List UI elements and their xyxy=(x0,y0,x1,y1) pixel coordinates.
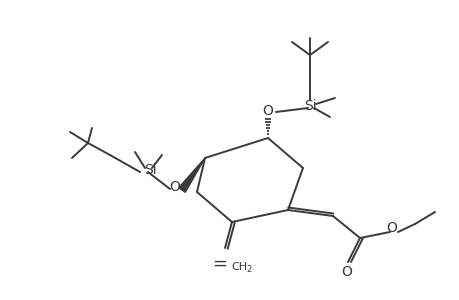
Text: =: = xyxy=(212,255,227,273)
Text: CH: CH xyxy=(230,262,246,272)
Text: O: O xyxy=(169,180,180,194)
Text: O: O xyxy=(341,265,352,279)
Text: Si: Si xyxy=(303,99,316,113)
Text: Si: Si xyxy=(143,163,156,177)
Polygon shape xyxy=(179,158,205,192)
Text: O: O xyxy=(262,104,273,118)
Text: O: O xyxy=(386,221,397,235)
Text: 2: 2 xyxy=(246,266,251,274)
